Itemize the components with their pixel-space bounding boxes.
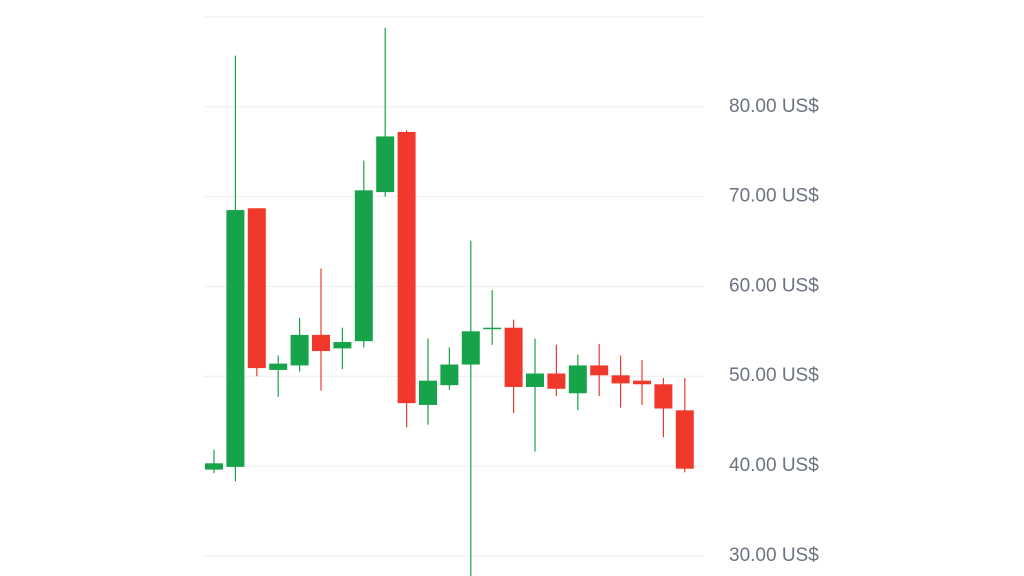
candle-15: [504, 319, 523, 414]
candle-body-up: [333, 342, 352, 349]
candle-14: [483, 289, 502, 345]
y-tick-label: 50.00 US$: [729, 365, 819, 386]
candle-3: [247, 208, 266, 377]
candle-16: [526, 338, 544, 452]
candle-18: [568, 354, 587, 411]
candles: [205, 27, 694, 576]
candle-body-down: [312, 334, 330, 352]
candle-body-up: [440, 364, 459, 386]
candle-body-up: [269, 363, 288, 370]
y-axis-labels: 30.00 US$ 40.00 US$ 50.00 US$ 60.00 US$ 70.0…: [729, 96, 819, 566]
y-tick-label: 30.00 US$: [729, 545, 819, 566]
candle-body-up: [568, 365, 587, 394]
candle-6: [312, 268, 330, 391]
candle-23: [675, 377, 694, 473]
candle-22: [654, 377, 673, 438]
candle-4: [269, 355, 288, 397]
candle-21: [633, 360, 651, 405]
candle-body-down: [675, 410, 694, 469]
candle-10: [397, 130, 416, 428]
candle-7: [333, 327, 352, 370]
y-tick-label: 40.00 US$: [729, 455, 819, 476]
candle-11: [419, 338, 437, 425]
y-tick-label: 60.00 US$: [729, 275, 819, 296]
y-tick-label: 70.00 US$: [729, 186, 819, 207]
candle-17: [547, 344, 566, 396]
candle-body-down: [504, 327, 523, 387]
y-tick-label: 80.00 US$: [729, 96, 819, 117]
candle-body-down: [397, 131, 416, 404]
candle-body-down: [590, 365, 609, 376]
candle-body-up: [419, 380, 437, 405]
candle-body-up: [526, 373, 544, 387]
candle-body-up: [205, 463, 223, 470]
candle-body-up: [226, 210, 245, 467]
candle-5: [290, 317, 309, 372]
candle-body-up: [290, 334, 309, 366]
candle-body-up: [461, 331, 480, 365]
candle-20: [611, 355, 630, 408]
candle-9: [376, 27, 395, 197]
candle-body-up: [354, 190, 373, 342]
gridlines: [204, 16, 704, 557]
candle-13: [461, 240, 480, 576]
candle-1: [205, 449, 223, 474]
candle-body-down: [633, 380, 651, 385]
candle-body-down: [547, 373, 566, 389]
candle-8: [354, 160, 373, 348]
candle-body-down: [611, 375, 630, 384]
candle-body-down: [247, 208, 266, 369]
candle-body-up: [376, 136, 395, 193]
candle-body-up: [483, 327, 502, 330]
candle-19: [590, 343, 609, 396]
candle-12: [440, 347, 459, 390]
candle-2: [226, 55, 245, 482]
candle-body-down: [654, 384, 673, 409]
